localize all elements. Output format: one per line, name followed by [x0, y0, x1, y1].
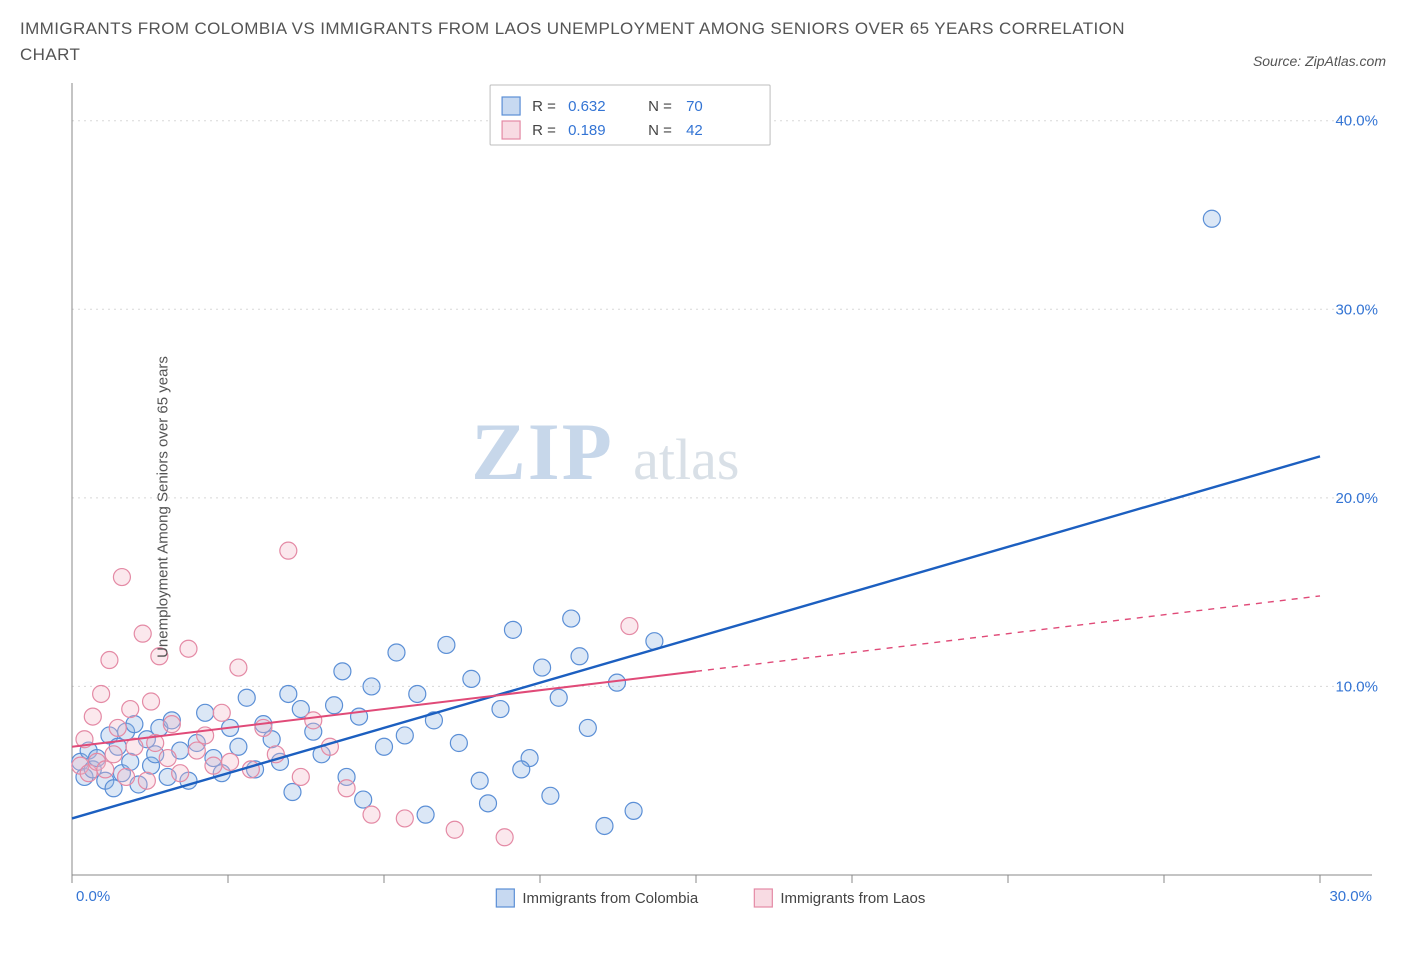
data-point — [550, 689, 567, 706]
data-point — [409, 685, 426, 702]
data-point — [417, 806, 434, 823]
data-point — [355, 791, 372, 808]
y-tick-label: 10.0% — [1335, 678, 1378, 695]
chart-container: Unemployment Among Seniors over 65 years… — [20, 77, 1386, 937]
data-point — [93, 685, 110, 702]
watermark: ZIP atlas — [471, 406, 739, 497]
data-point — [534, 659, 551, 676]
data-point — [571, 647, 588, 664]
data-point — [396, 727, 413, 744]
legend-r-label: R = — [532, 98, 556, 115]
data-point — [438, 636, 455, 653]
y-axis-label: Unemployment Among Seniors over 65 years — [154, 356, 171, 658]
data-point — [180, 640, 197, 657]
data-point — [563, 610, 580, 627]
legend-r-value: 0.632 — [568, 98, 606, 115]
data-point — [334, 663, 351, 680]
data-point — [280, 685, 297, 702]
bottom-legend-label: Immigrants from Laos — [780, 890, 925, 907]
data-point — [230, 659, 247, 676]
data-point — [480, 795, 497, 812]
legend-n-label: N = — [648, 98, 672, 115]
grid-lines — [72, 120, 1372, 686]
legend-n-value: 70 — [686, 98, 703, 115]
data-point — [542, 787, 559, 804]
data-point — [222, 753, 239, 770]
chart-title: IMMIGRANTS FROM COLOMBIA VS IMMIGRANTS F… — [20, 16, 1140, 69]
data-point — [122, 700, 139, 717]
x-tick-label: 30.0% — [1329, 888, 1372, 905]
data-point — [159, 749, 176, 766]
data-point — [596, 817, 613, 834]
scatter-chart: ZIP atlas 0.0% 30.0% 10.0% 20.0% 30.0% 40.0% R =… — [20, 77, 1386, 937]
legend-r-value: 0.189 — [568, 122, 606, 139]
data-point — [1203, 210, 1220, 227]
data-point — [238, 689, 255, 706]
data-point — [109, 719, 126, 736]
data-point — [172, 764, 189, 781]
data-point — [292, 768, 309, 785]
data-point — [625, 802, 642, 819]
data-point — [504, 621, 521, 638]
regression-line-colombia — [72, 456, 1320, 818]
bottom-legend-label: Immigrants from Colombia — [522, 890, 699, 907]
data-point — [376, 738, 393, 755]
data-point — [463, 670, 480, 687]
bottom-legend-swatch — [496, 889, 514, 907]
data-point — [363, 806, 380, 823]
legend-r-label: R = — [532, 122, 556, 139]
data-point — [230, 738, 247, 755]
data-point — [608, 674, 625, 691]
legend-n-label: N = — [648, 122, 672, 139]
data-point — [496, 828, 513, 845]
data-point — [446, 821, 463, 838]
data-point — [338, 779, 355, 796]
data-point — [284, 783, 301, 800]
data-point — [163, 715, 180, 732]
data-point — [84, 708, 101, 725]
data-point — [205, 757, 222, 774]
data-point — [126, 715, 143, 732]
svg-text:ZIP: ZIP — [471, 406, 614, 497]
data-point — [118, 768, 135, 785]
data-point — [188, 742, 205, 759]
legend-n-value: 42 — [686, 122, 703, 139]
regression-line-laos-extrapolated — [696, 596, 1320, 671]
data-point — [579, 719, 596, 736]
series-colombia — [72, 210, 1221, 834]
regression-line-laos — [72, 671, 696, 746]
legend-swatch — [502, 97, 520, 115]
data-point — [492, 700, 509, 717]
data-point — [138, 772, 155, 789]
data-point — [326, 696, 343, 713]
bottom-legend-swatch — [754, 889, 772, 907]
data-point — [134, 625, 151, 642]
data-point — [450, 734, 467, 751]
data-point — [396, 810, 413, 827]
data-point — [388, 644, 405, 661]
data-point — [513, 761, 530, 778]
data-point — [197, 704, 214, 721]
data-point — [143, 693, 160, 710]
data-point — [213, 704, 230, 721]
legend-swatch — [502, 121, 520, 139]
svg-text:atlas: atlas — [633, 427, 739, 492]
x-tick-label: 0.0% — [76, 888, 110, 905]
data-point — [471, 772, 488, 789]
y-tick-label: 30.0% — [1335, 301, 1378, 318]
y-tick-label: 40.0% — [1335, 112, 1378, 129]
data-point — [621, 617, 638, 634]
source-label: Source: ZipAtlas.com — [1253, 53, 1386, 69]
data-point — [101, 651, 118, 668]
data-point — [280, 542, 297, 559]
data-point — [105, 746, 122, 763]
data-point — [363, 678, 380, 695]
data-point — [97, 761, 114, 778]
y-tick-label: 20.0% — [1335, 490, 1378, 507]
data-point — [305, 712, 322, 729]
data-point — [122, 753, 139, 770]
chart-header: IMMIGRANTS FROM COLOMBIA VS IMMIGRANTS F… — [20, 16, 1386, 69]
data-point — [113, 568, 130, 585]
